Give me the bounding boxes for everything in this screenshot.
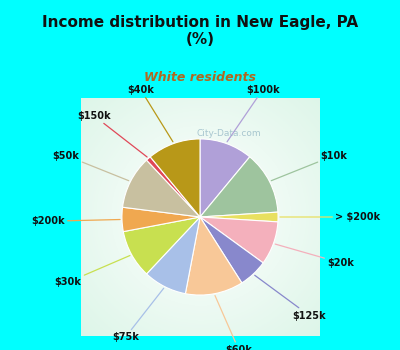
Text: White residents: White residents: [144, 71, 256, 84]
Text: $125k: $125k: [255, 275, 326, 321]
Text: $75k: $75k: [112, 288, 164, 342]
Wedge shape: [200, 217, 263, 283]
Text: $200k: $200k: [31, 216, 120, 226]
Wedge shape: [150, 139, 200, 217]
Wedge shape: [185, 217, 242, 295]
Text: $20k: $20k: [275, 244, 354, 268]
Text: $150k: $150k: [77, 111, 147, 157]
Wedge shape: [200, 212, 278, 222]
Text: $100k: $100k: [227, 85, 280, 142]
Text: $10k: $10k: [271, 150, 347, 181]
Wedge shape: [146, 157, 200, 217]
Text: > $200k: > $200k: [280, 212, 380, 222]
Text: City-Data.com: City-Data.com: [196, 129, 261, 138]
Text: $40k: $40k: [127, 85, 173, 142]
Wedge shape: [122, 207, 200, 232]
Wedge shape: [200, 157, 278, 217]
Wedge shape: [200, 217, 278, 263]
Wedge shape: [123, 217, 200, 274]
Text: $50k: $50k: [53, 150, 129, 181]
Text: Income distribution in New Eagle, PA
(%): Income distribution in New Eagle, PA (%): [42, 15, 358, 47]
Wedge shape: [122, 160, 200, 217]
Wedge shape: [146, 217, 200, 294]
Text: $60k: $60k: [215, 295, 252, 350]
Wedge shape: [200, 139, 250, 217]
Text: $30k: $30k: [55, 256, 130, 287]
